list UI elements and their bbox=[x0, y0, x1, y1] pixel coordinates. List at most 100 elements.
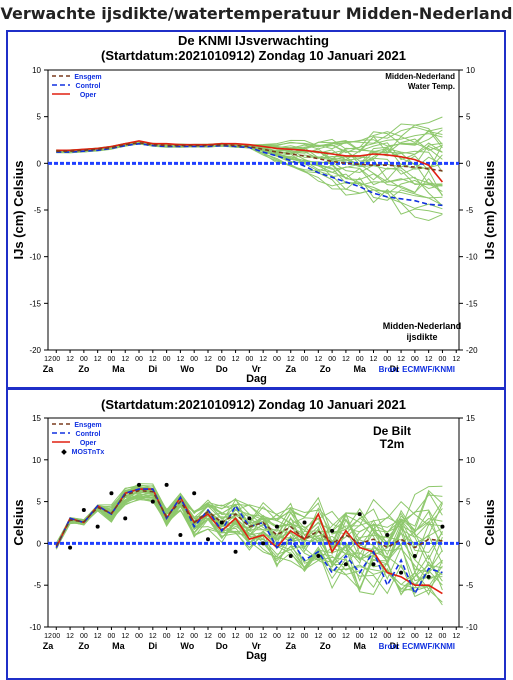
x-tick-label-hour: 12 bbox=[370, 356, 378, 363]
x-tick-label-hour: 00 bbox=[245, 633, 253, 640]
series-line-ensgem bbox=[55, 489, 443, 549]
annotation-bottom-right: ijsdikte bbox=[406, 332, 437, 342]
mos-point bbox=[164, 482, 169, 487]
ensemble-member-line bbox=[55, 484, 443, 545]
ensemble-member-line bbox=[55, 498, 443, 603]
mos-point bbox=[261, 541, 266, 546]
x-tick-label-hour: 12 bbox=[121, 633, 129, 640]
x-tick-label-hour: 12 bbox=[370, 633, 378, 640]
x-tick-label-hour: 12 bbox=[44, 633, 52, 640]
x-tick-label-day: Ma bbox=[112, 641, 125, 651]
x-tick-label-hour: 12 bbox=[204, 633, 212, 640]
x-tick-label-hour: 00 bbox=[383, 633, 391, 640]
y-tick-label-left: -5 bbox=[34, 581, 42, 590]
legend-label-ensgem: Ensgem bbox=[74, 422, 101, 429]
y-tick-label-right: 10 bbox=[466, 66, 475, 75]
plot-area bbox=[47, 69, 460, 351]
x-tick-label-day: Zo bbox=[78, 364, 89, 374]
x-tick-label-hour: 12 bbox=[94, 633, 102, 640]
mos-point bbox=[233, 549, 238, 554]
y-axis-label-right: Celsius bbox=[482, 499, 497, 545]
ensemble-member-line bbox=[55, 488, 443, 567]
mos-point bbox=[247, 516, 252, 521]
x-tick-label-hour: 00 bbox=[190, 356, 198, 363]
x-tick-label-hour: 00 bbox=[328, 356, 336, 363]
y-tick-label-left: 10 bbox=[32, 66, 41, 75]
ensemble-member-line bbox=[55, 485, 443, 548]
x-tick-label-hour: 12 bbox=[287, 356, 295, 363]
ice-chart-panel: De KNMI IJsverwachting (Startdatum:202101… bbox=[6, 30, 506, 389]
x-tick-label-day: Di bbox=[390, 641, 399, 651]
x-tick-label-hour: 00 bbox=[190, 633, 198, 640]
y-tick-label-left: -10 bbox=[29, 623, 41, 632]
mos-point bbox=[137, 482, 142, 487]
x-tick-label-hour: 12 bbox=[342, 633, 350, 640]
y-tick-label-left: 0 bbox=[37, 539, 42, 548]
x-tick-label-hour: 00 bbox=[356, 633, 364, 640]
x-tick-label-hour: 12 bbox=[177, 633, 185, 640]
x-tick-label-hour: 00 bbox=[245, 356, 253, 363]
mos-point bbox=[81, 507, 86, 512]
y-tick-label-right: 5 bbox=[466, 113, 471, 122]
x-tick-label-hour: 12 bbox=[425, 633, 433, 640]
x-tick-label-hour: 12 bbox=[66, 633, 74, 640]
x-tick-label-hour: 00 bbox=[411, 633, 419, 640]
x-tick-label-day: Zo bbox=[320, 364, 331, 374]
x-tick-label-hour: 12 bbox=[452, 356, 460, 363]
mos-point bbox=[399, 570, 404, 575]
y-tick-label-left: 5 bbox=[37, 498, 42, 507]
x-tick-label-hour: 12 bbox=[397, 356, 405, 363]
legend: Ensgem Control Oper bbox=[52, 74, 102, 99]
annotation-top-right: De Bilt bbox=[373, 424, 411, 438]
x-tick-label-day: Di bbox=[148, 364, 157, 374]
legend-label-mostntx: MOSTnTx bbox=[72, 449, 105, 456]
x-tick-label-hour: 00 bbox=[108, 633, 116, 640]
source-label: Bron: ECMWF/KNMI bbox=[379, 365, 455, 374]
x-tick-label-day: Ma bbox=[353, 641, 366, 651]
y-tick-label-left: 10 bbox=[32, 456, 41, 465]
x-tick-label-hour: 12 bbox=[204, 356, 212, 363]
x-tick-label-hour: 00 bbox=[163, 356, 171, 363]
x-tick-label-hour: 00 bbox=[80, 356, 88, 363]
x-tick-label-hour: 12 bbox=[314, 633, 322, 640]
mos-point bbox=[357, 512, 362, 517]
x-tick-label-hour: 12 bbox=[177, 356, 185, 363]
mos-point bbox=[440, 524, 445, 529]
mos-point bbox=[288, 553, 293, 558]
x-tick-label-hour: 12 bbox=[94, 356, 102, 363]
mos-point bbox=[426, 574, 431, 579]
mos-point bbox=[385, 533, 390, 538]
ice-forecast-chart: De KNMI IJsverwachting(Startdatum:202101… bbox=[11, 33, 497, 385]
series-line-oper bbox=[56, 140, 444, 183]
x-tick-label-hour: 00 bbox=[328, 633, 336, 640]
y-tick-label-right: 10 bbox=[466, 456, 475, 465]
y-axis-label-left: Celsius bbox=[11, 499, 26, 545]
legend-label-oper: Oper bbox=[80, 92, 97, 99]
y-tick-label-right: 5 bbox=[466, 498, 471, 507]
x-tick-label-hour: 12 bbox=[232, 633, 240, 640]
x-tick-label-hour: 12 bbox=[452, 633, 460, 640]
mos-point bbox=[95, 524, 100, 529]
y-tick-label-left: 0 bbox=[37, 159, 42, 168]
ensemble-member-line bbox=[55, 495, 443, 591]
x-tick-label-day: Za bbox=[285, 364, 296, 374]
annotation-top-right: Water Temp. bbox=[408, 82, 455, 91]
x-tick-label-hour: 12 bbox=[259, 356, 267, 363]
y-tick-label-left: -20 bbox=[29, 346, 41, 355]
mos-point bbox=[150, 499, 155, 504]
mos-point bbox=[343, 562, 348, 567]
y-tick-label-left: -10 bbox=[29, 253, 41, 262]
mos-point bbox=[371, 562, 376, 567]
x-tick-label-hour: 00 bbox=[356, 356, 364, 363]
series-line-control bbox=[56, 142, 443, 207]
x-tick-label-day: Zo bbox=[78, 641, 89, 651]
x-tick-label-hour: 12 bbox=[44, 356, 52, 363]
legend-label-control: Control bbox=[76, 431, 101, 438]
x-tick-label-hour: 00 bbox=[52, 633, 60, 640]
y-tick-label-right: 15 bbox=[466, 414, 475, 423]
y-tick-label-right: -5 bbox=[466, 581, 474, 590]
annotation-top-right: Midden-Nederland bbox=[385, 72, 455, 81]
series-line-ensgem bbox=[56, 141, 443, 172]
x-tick-label-hour: 12 bbox=[121, 356, 129, 363]
x-tick-label-day: Za bbox=[43, 364, 54, 374]
